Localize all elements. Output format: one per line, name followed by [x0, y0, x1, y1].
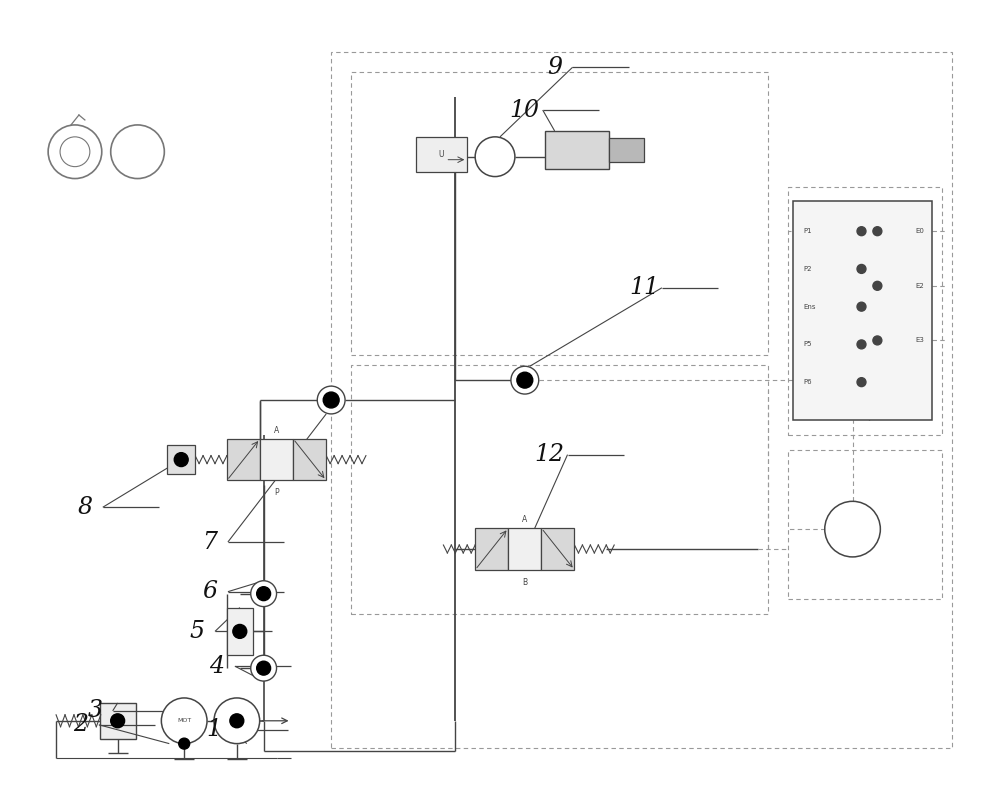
Text: B: B — [522, 578, 527, 587]
Bar — [227, 608, 253, 655]
Bar — [416, 137, 467, 171]
Bar — [793, 201, 932, 420]
Bar — [788, 450, 942, 599]
Circle shape — [257, 587, 271, 601]
Text: A: A — [522, 515, 527, 524]
Circle shape — [230, 714, 244, 728]
Bar — [545, 131, 609, 168]
Text: 4: 4 — [209, 654, 224, 678]
Circle shape — [174, 452, 188, 467]
Text: E3: E3 — [915, 337, 924, 344]
Text: 12: 12 — [535, 443, 565, 466]
Circle shape — [317, 386, 345, 414]
Bar — [541, 528, 574, 570]
Circle shape — [857, 378, 866, 386]
Circle shape — [257, 661, 271, 675]
Text: 9: 9 — [547, 56, 562, 79]
Text: P: P — [274, 489, 279, 497]
Circle shape — [161, 698, 207, 744]
Circle shape — [517, 372, 533, 388]
Text: 8: 8 — [77, 496, 92, 518]
Circle shape — [857, 302, 866, 312]
Text: 5: 5 — [190, 620, 205, 643]
Circle shape — [111, 714, 125, 728]
Circle shape — [873, 336, 882, 345]
Text: 2: 2 — [73, 713, 88, 737]
Bar — [788, 187, 942, 435]
Text: 10: 10 — [510, 98, 540, 122]
Circle shape — [857, 227, 866, 236]
Text: 3: 3 — [87, 700, 102, 722]
Text: E2: E2 — [915, 283, 924, 289]
Text: 1: 1 — [206, 718, 221, 741]
Text: 7: 7 — [203, 530, 218, 554]
Text: P1: P1 — [803, 228, 812, 234]
Bar — [260, 439, 293, 481]
Circle shape — [251, 655, 277, 681]
Bar — [167, 444, 195, 474]
Circle shape — [179, 738, 190, 749]
Text: MOT: MOT — [177, 718, 191, 723]
Circle shape — [873, 227, 882, 236]
Circle shape — [475, 137, 515, 176]
Circle shape — [323, 392, 339, 408]
Circle shape — [233, 625, 247, 638]
Circle shape — [825, 502, 880, 557]
Text: P2: P2 — [803, 266, 811, 272]
Circle shape — [48, 125, 102, 179]
Text: E0: E0 — [915, 228, 924, 234]
Circle shape — [111, 125, 164, 179]
Text: 6: 6 — [203, 580, 218, 603]
Circle shape — [857, 340, 866, 349]
Bar — [227, 439, 260, 481]
Text: 11: 11 — [629, 276, 659, 299]
Circle shape — [251, 580, 277, 607]
Text: A: A — [274, 426, 279, 435]
Bar — [100, 703, 136, 739]
Text: P5: P5 — [803, 341, 811, 348]
Text: U: U — [439, 150, 444, 159]
Text: Ens: Ens — [803, 303, 815, 310]
Bar — [508, 528, 541, 570]
Bar — [351, 72, 768, 355]
Bar — [475, 528, 508, 570]
Circle shape — [873, 281, 882, 291]
Circle shape — [511, 366, 539, 394]
Bar — [331, 52, 952, 748]
Bar — [609, 138, 644, 162]
Circle shape — [214, 698, 260, 744]
Bar — [293, 439, 326, 481]
Bar — [351, 365, 768, 613]
Text: P6: P6 — [803, 379, 812, 385]
Circle shape — [857, 265, 866, 274]
